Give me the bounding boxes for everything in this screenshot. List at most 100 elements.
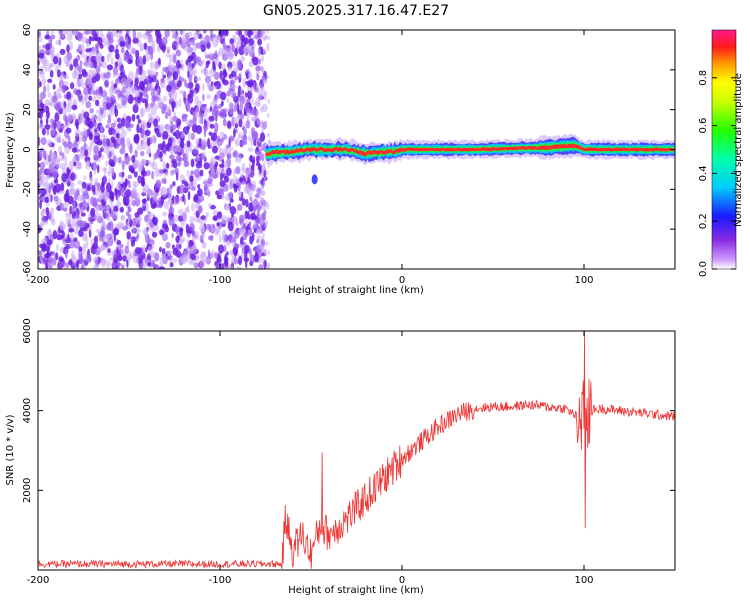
noise-blob	[132, 224, 135, 234]
noise-blob	[231, 43, 235, 53]
noise-blob	[180, 130, 185, 139]
noise-blob	[132, 37, 139, 44]
noise-blob	[179, 30, 184, 36]
noise-blob	[163, 178, 167, 185]
noise-blob	[238, 45, 245, 56]
noise-blob	[259, 132, 266, 142]
noise-blob	[147, 211, 154, 218]
noise-blob	[260, 143, 264, 150]
noise-blob	[62, 207, 68, 212]
noise-blob	[145, 93, 149, 102]
noise-blob	[98, 204, 103, 211]
noise-blob	[134, 89, 140, 97]
noise-blob	[166, 84, 172, 92]
noise-blob	[183, 196, 186, 206]
noise-blob	[260, 219, 264, 225]
noise-blob	[255, 65, 262, 72]
noise-blob	[54, 133, 61, 143]
noise-blob	[162, 211, 168, 217]
noise-blob	[42, 44, 47, 49]
noise-blob	[123, 85, 129, 94]
noise-blob	[83, 243, 87, 248]
noise-blob	[49, 118, 55, 124]
noise-blob	[74, 129, 81, 137]
noise-blob	[138, 65, 143, 76]
noise-blob	[267, 250, 271, 256]
noise-blob	[66, 33, 73, 42]
noise-blob	[248, 38, 255, 46]
noise-blob	[51, 171, 58, 178]
noise-blob	[137, 164, 143, 173]
noise-blob	[131, 87, 135, 95]
noise-blob	[244, 250, 248, 260]
noise-blob	[109, 141, 115, 148]
noise-blob	[64, 262, 68, 269]
noise-blob	[235, 166, 241, 175]
noise-blob	[84, 63, 92, 68]
noise-blob	[234, 103, 237, 113]
noise-blob	[145, 31, 151, 36]
noise-blob	[224, 257, 229, 262]
noise-blob	[66, 168, 71, 175]
noise-blob	[110, 80, 114, 86]
noise-blob	[108, 151, 112, 161]
snr-line	[38, 331, 675, 570]
noise-blob	[198, 142, 202, 148]
noise-blob	[109, 257, 114, 262]
noise-blob	[161, 36, 168, 46]
noise-blob	[114, 187, 118, 197]
noise-blob	[228, 135, 234, 143]
noise-blob	[227, 184, 230, 191]
noise-blob	[54, 112, 60, 122]
noise-blob	[182, 30, 185, 35]
noise-blob	[118, 172, 122, 178]
noise-blob	[68, 243, 74, 248]
noise-blob	[221, 108, 227, 114]
noise-blob	[164, 67, 169, 74]
noise-blob	[41, 128, 46, 136]
noise-blob	[207, 178, 213, 185]
noise-blob	[85, 163, 91, 170]
noise-blob	[170, 120, 174, 130]
noise-blob	[223, 175, 230, 183]
noise-blob	[94, 32, 98, 41]
snr-series	[38, 331, 675, 570]
noise-blob	[243, 46, 249, 54]
noise-blob	[172, 181, 176, 187]
noise-blob	[236, 113, 241, 120]
noise-blob	[229, 198, 234, 203]
noise-blob	[226, 251, 229, 256]
noise-blob	[89, 176, 94, 186]
noise-blob	[199, 169, 204, 177]
noise-blob	[185, 148, 189, 158]
noise-blob	[38, 30, 42, 39]
noise-blob	[115, 78, 121, 84]
noise-blob	[78, 65, 83, 73]
noise-blob	[120, 96, 123, 104]
noise-blob	[147, 261, 152, 267]
noise-blob	[89, 108, 94, 114]
noise-blob	[62, 241, 68, 246]
noise-blob	[119, 71, 126, 77]
noise-blob	[108, 177, 111, 184]
noise-blob	[68, 160, 74, 171]
noise-blob	[202, 83, 205, 92]
noise-blob	[189, 223, 195, 232]
noise-blob	[171, 232, 174, 239]
noise-blob	[118, 156, 122, 164]
noise-blob	[125, 189, 132, 198]
noise-blob	[106, 53, 110, 63]
noise-blob	[249, 196, 253, 202]
noise-blob	[124, 155, 130, 165]
noise-blob	[50, 128, 56, 137]
noise-blob	[229, 178, 234, 183]
noise-blob	[58, 260, 62, 269]
noise-blob	[70, 172, 76, 181]
noise-blob	[214, 50, 218, 60]
noise-blob	[121, 129, 127, 138]
noise-blob	[192, 110, 196, 118]
noise-blob	[77, 180, 83, 186]
noise-blob	[63, 155, 67, 161]
noise-blob	[95, 207, 99, 215]
noise-blob	[80, 113, 83, 124]
